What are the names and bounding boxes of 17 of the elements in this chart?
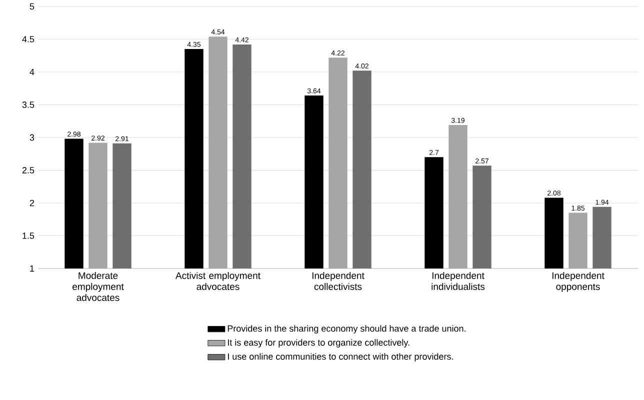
y-tick-label: 3.5: [22, 101, 34, 108]
y-tick-label: 4.5: [22, 36, 34, 42]
legend-label: Provides in the sharing economy should have a trade union.: [228, 324, 466, 334]
y-tick-label: 1: [30, 265, 34, 272]
legend-label: I use online communities to connect with other providers.: [228, 352, 453, 362]
x-tick-label: Independent individualists: [432, 272, 485, 290]
y-tick-label: 2: [30, 200, 34, 206]
legend-label: It is easy for providers to organize collectively.: [228, 338, 410, 348]
y-tick-label: 1.5: [22, 232, 34, 239]
x-tick-label: Activist employment advocates: [176, 272, 260, 290]
y-tick-label: 5: [30, 3, 34, 10]
x-tick-label: Independent collectivists: [312, 272, 364, 290]
x-tick-label: Moderate employment advocates: [72, 272, 124, 301]
y-tick-label: 3: [30, 134, 34, 140]
y-tick-label: 2.5: [22, 166, 34, 174]
y-tick-label: 4: [30, 68, 34, 75]
x-tick-label: Independent opponents: [552, 272, 604, 292]
